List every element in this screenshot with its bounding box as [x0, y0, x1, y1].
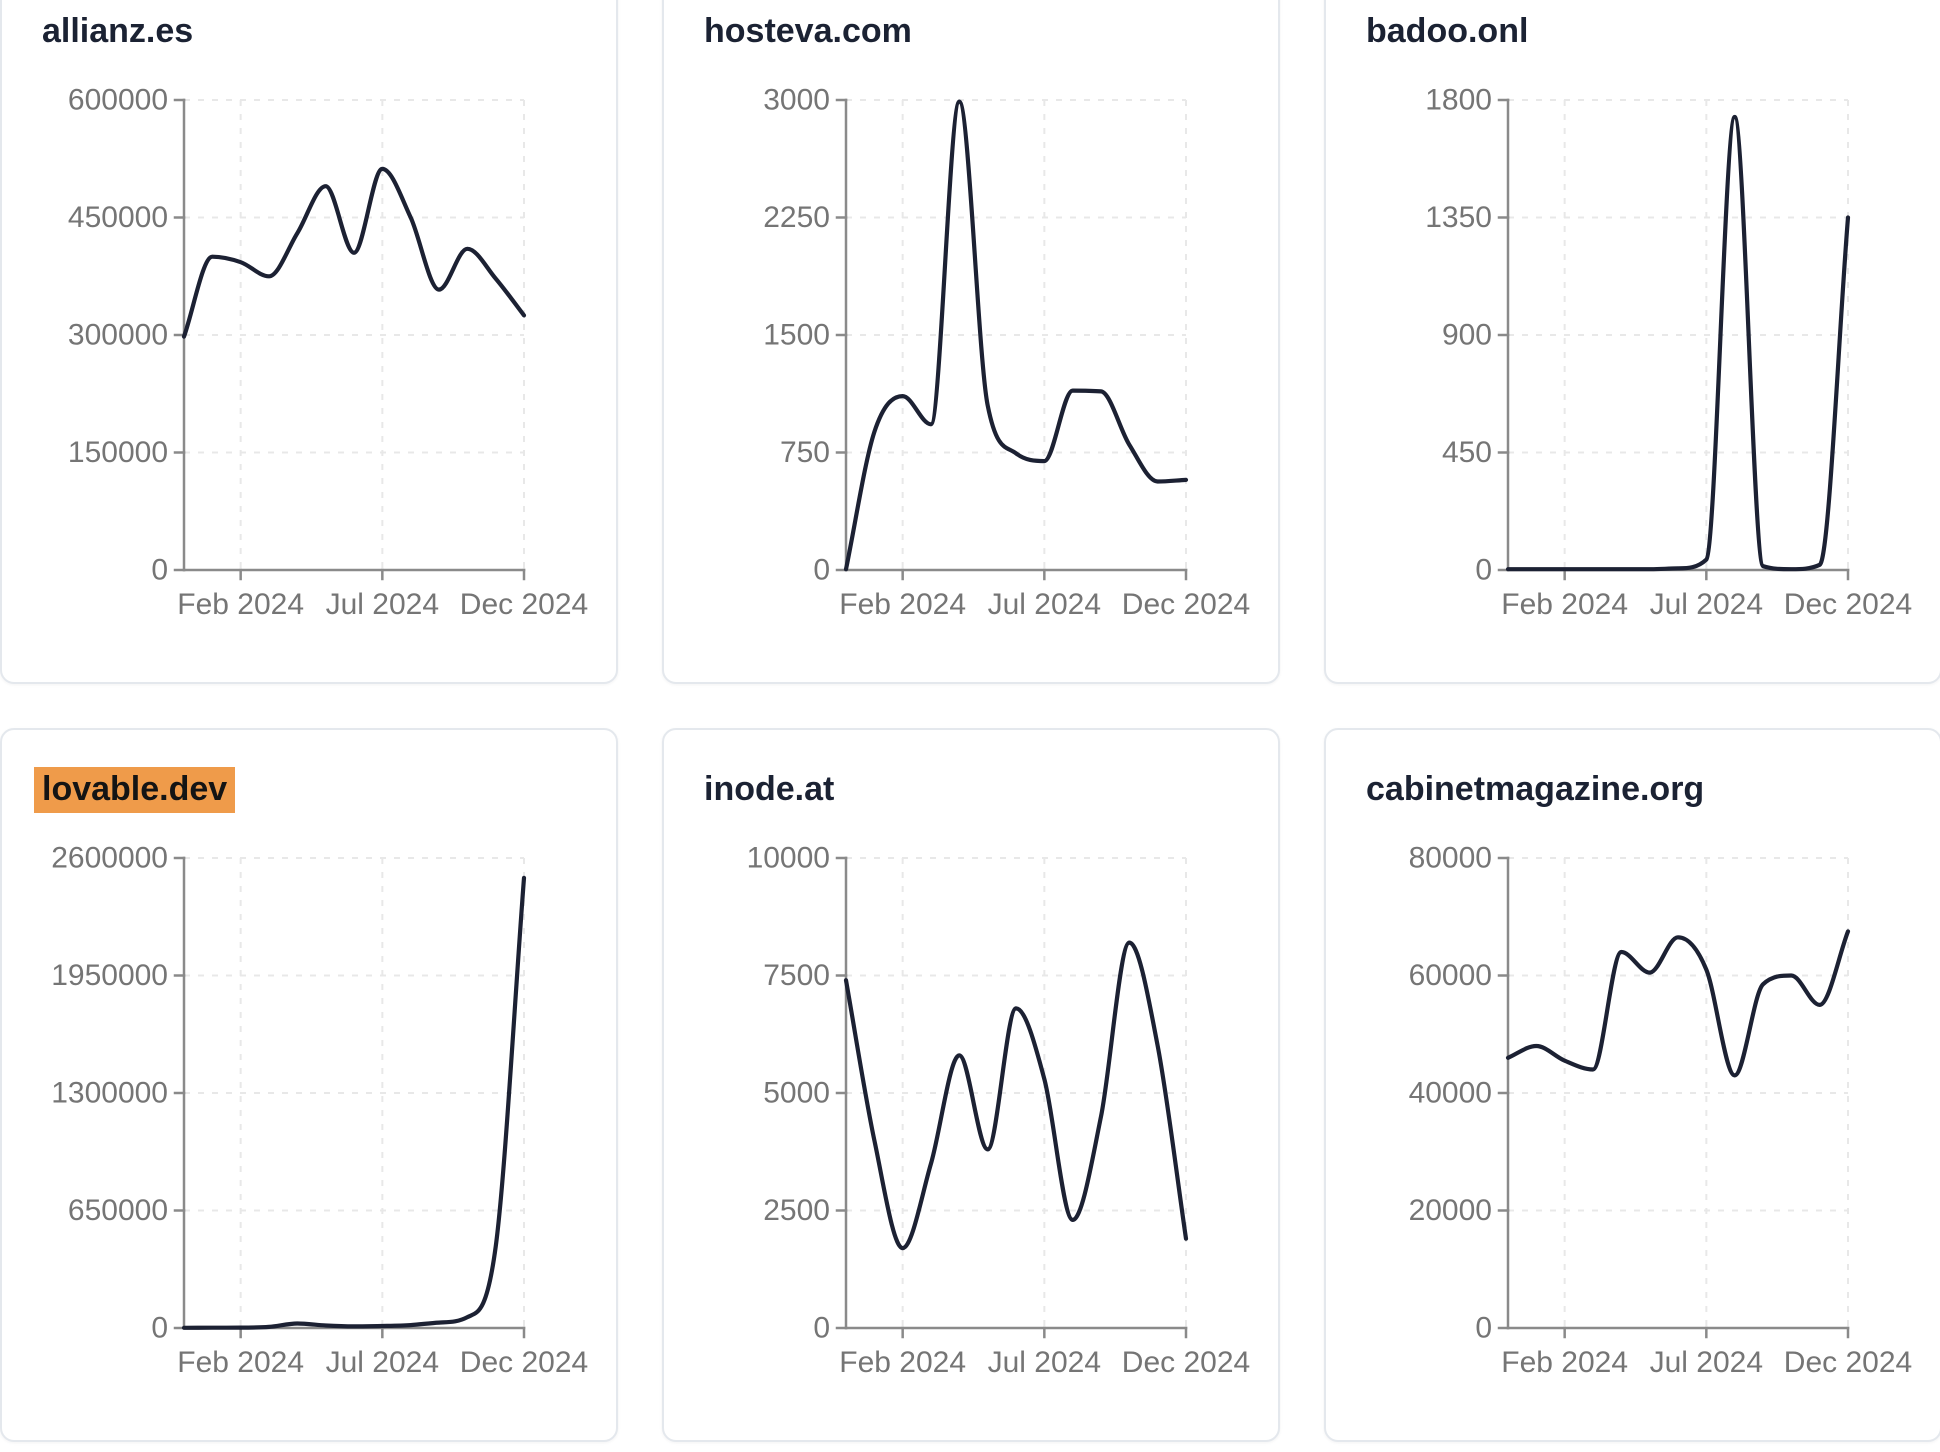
line-chart: 0 2500 5000 7500 10000 Feb 2024 Jul 2024 Dec 20… — [747, 842, 1251, 1380]
axes — [1497, 856, 1850, 1339]
x-tick-label: Dec 2024 — [1122, 588, 1250, 621]
axes — [173, 98, 526, 581]
axes — [835, 98, 1188, 581]
x-tick-label: Feb 2024 — [177, 1346, 304, 1379]
x-tick-label: Feb 2024 — [1501, 588, 1628, 621]
chart-card: lovable.dev 0 650000 1300000 1950000 2600000… — [0, 728, 618, 1442]
grid-lines — [846, 857, 1187, 1328]
x-tick-label: Dec 2024 — [1784, 588, 1912, 621]
chart-card: hosteva.com 0 750 1500 2250 3000 Feb 2024 Jul … — [662, 0, 1280, 684]
y-tick-label: 300000 — [68, 319, 168, 352]
y-tick-label: 600000 — [68, 84, 168, 117]
y-tick-label: 450 — [1442, 436, 1492, 469]
series-line — [1505, 114, 1851, 572]
grid-lines — [846, 99, 1187, 570]
y-tick-label: 0 — [813, 1312, 830, 1345]
y-tick-label: 1500 — [763, 319, 830, 352]
y-tick-label: 900 — [1442, 319, 1492, 352]
line-chart: 0 750 1500 2250 3000 Feb 2024 Jul 2024 Dec 2024 — [763, 84, 1250, 622]
y-tick-label: 1300000 — [51, 1077, 168, 1110]
x-tick-label: Feb 2024 — [839, 588, 966, 621]
y-tick-label: 1350 — [1425, 201, 1492, 234]
chart-title: inode.at — [704, 768, 834, 811]
line-chart: 0 150000 300000 450000 600000 Feb 2024 Jul 202… — [68, 84, 588, 622]
chart-title-text: allianz.es — [42, 12, 194, 50]
y-tick-label: 40000 — [1409, 1077, 1492, 1110]
chart-card: cabinetmagazine.org 0 20000 40000 60000 8000… — [1324, 728, 1940, 1442]
x-tick-label: Feb 2024 — [1501, 1346, 1628, 1379]
chart-title: badoo.onl — [1366, 10, 1528, 53]
series-line — [843, 99, 1189, 572]
grid-lines — [184, 99, 525, 570]
y-tick-label: 1800 — [1425, 84, 1492, 117]
y-tick-label: 60000 — [1409, 959, 1492, 992]
y-tick-label: 20000 — [1409, 1194, 1492, 1227]
chart-title: cabinetmagazine.org — [1366, 768, 1704, 811]
chart-title-text: badoo.onl — [1366, 12, 1529, 50]
x-tick-label: Jul 2024 — [326, 1346, 439, 1379]
line-chart: 0 20000 40000 60000 80000 Feb 2024 Jul 2024 Dec… — [1409, 842, 1913, 1380]
chart-title-text: hosteva.com — [704, 12, 912, 50]
axes — [1497, 98, 1850, 581]
line-chart: 0 450 900 1350 1800 Feb 2024 Jul 2024 Dec 2024 — [1425, 84, 1912, 622]
tick-labels: 0 650000 1300000 1950000 2600000 Feb 2024 Jul … — [51, 842, 588, 1380]
x-tick-label: Feb 2024 — [839, 1346, 966, 1379]
tick-labels: 0 20000 40000 60000 80000 Feb 2024 Jul 2024 Dec… — [1409, 842, 1913, 1380]
y-tick-label: 0 — [1475, 1312, 1492, 1345]
y-tick-label: 0 — [151, 554, 168, 587]
y-tick-label: 3000 — [763, 84, 830, 117]
y-tick-label: 0 — [151, 1312, 168, 1345]
x-tick-label: Jul 2024 — [988, 588, 1101, 621]
y-tick-label: 1950000 — [51, 959, 168, 992]
chart-title-text: cabinetmagazine.org — [1366, 770, 1705, 808]
series-line — [181, 875, 527, 1330]
series-line — [843, 940, 1189, 1251]
y-tick-label: 5000 — [763, 1077, 830, 1110]
chart-card: badoo.onl 0 450 900 1350 1800 Feb 2024 Jul 202… — [1324, 0, 1940, 684]
grid-lines — [1508, 857, 1849, 1328]
x-tick-label: Jul 2024 — [988, 1346, 1101, 1379]
axes — [835, 856, 1188, 1339]
y-tick-label: 0 — [813, 554, 830, 587]
chart-title-text: inode.at — [704, 770, 835, 808]
chart-title-text-highlighted: lovable.dev — [34, 767, 236, 813]
y-tick-label: 450000 — [68, 201, 168, 234]
x-tick-label: Jul 2024 — [326, 588, 439, 621]
chart-title: hosteva.com — [704, 10, 912, 53]
y-tick-label: 750 — [780, 436, 830, 469]
y-tick-label: 650000 — [68, 1194, 168, 1227]
chart-card: allianz.es 0 150000 300000 450000 600000 Feb … — [0, 0, 618, 684]
y-tick-label: 80000 — [1409, 842, 1492, 875]
x-tick-label: Feb 2024 — [177, 588, 304, 621]
x-tick-label: Dec 2024 — [1122, 1346, 1250, 1379]
chart-title: allianz.es — [42, 10, 193, 53]
line-chart: 0 650000 1300000 1950000 2600000 Feb 2024 Jul … — [51, 842, 588, 1380]
y-tick-label: 150000 — [68, 436, 168, 469]
chart-card: inode.at 0 2500 5000 7500 10000 Feb 2024 Jul 2… — [662, 728, 1280, 1442]
tick-labels: 0 750 1500 2250 3000 Feb 2024 Jul 2024 Dec 2024 — [763, 84, 1250, 622]
y-tick-label: 2250 — [763, 201, 830, 234]
y-tick-label: 0 — [1475, 554, 1492, 587]
grid-lines — [184, 857, 525, 1328]
x-tick-label: Dec 2024 — [1784, 1346, 1912, 1379]
y-tick-label: 2600000 — [51, 842, 168, 875]
x-tick-label: Jul 2024 — [1650, 1346, 1763, 1379]
tick-labels: 0 2500 5000 7500 10000 Feb 2024 Jul 2024 Dec 20… — [747, 842, 1251, 1380]
chart-title: lovable.dev — [34, 767, 236, 813]
x-tick-label: Dec 2024 — [460, 1346, 588, 1379]
tick-labels: 0 450 900 1350 1800 Feb 2024 Jul 2024 Dec 2024 — [1425, 84, 1912, 622]
y-tick-label: 10000 — [747, 842, 830, 875]
x-tick-label: Jul 2024 — [1650, 588, 1763, 621]
y-tick-label: 7500 — [763, 959, 830, 992]
series-line — [181, 166, 527, 339]
tick-labels: 0 150000 300000 450000 600000 Feb 2024 Jul 202… — [68, 84, 588, 622]
series-line — [1505, 929, 1851, 1078]
x-tick-label: Dec 2024 — [460, 588, 588, 621]
y-tick-label: 2500 — [763, 1194, 830, 1227]
axes — [173, 856, 526, 1339]
grid-lines — [1508, 99, 1849, 570]
